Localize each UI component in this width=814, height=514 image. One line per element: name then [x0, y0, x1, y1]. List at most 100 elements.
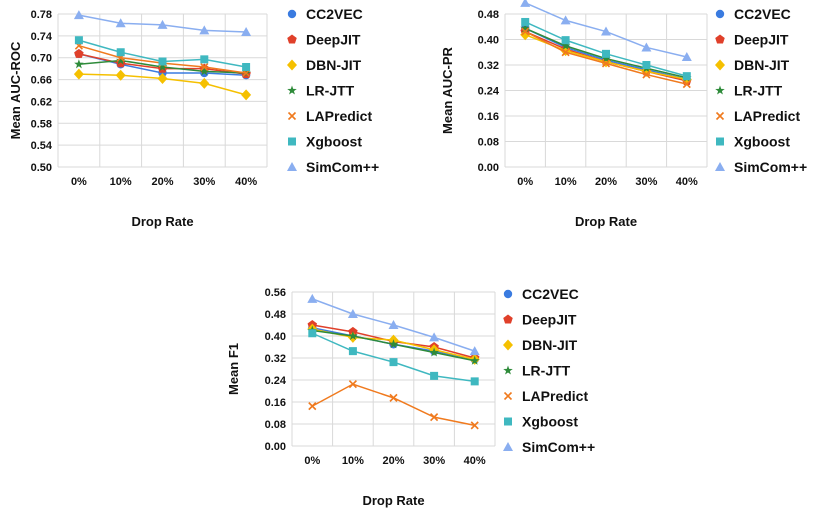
- legend-marker-deepjit: [715, 34, 725, 44]
- legend-marker-cc2vec: [715, 9, 725, 19]
- data-point: [388, 339, 399, 349]
- data-point: [242, 63, 251, 72]
- y-tick-label: 0.32: [478, 60, 499, 72]
- y-tick-label: 0.74: [31, 31, 53, 43]
- y-tick-label: 0.16: [478, 111, 499, 123]
- data-point: [199, 77, 210, 89]
- x-tick-label: 40%: [676, 176, 698, 188]
- series-line: [311, 383, 475, 427]
- x-tick-label: 30%: [423, 455, 445, 467]
- legend-marker-cc2vec: [287, 9, 297, 19]
- chart-2: 0.00 0.08 0.16 0.24 0.32 0.40 0.48 0% 10% 20% 30% 4…: [440, 0, 807, 229]
- data-point: [642, 70, 651, 79]
- data-point: [601, 26, 611, 36]
- data-point: [388, 320, 399, 329]
- data-point: [602, 49, 610, 58]
- data-point: [307, 293, 318, 303]
- data-point: [308, 402, 317, 411]
- data-point: [520, 0, 531, 7]
- y-tick-label: 0.78: [31, 9, 52, 21]
- y-tick-label: 0.00: [265, 441, 286, 453]
- legend-marker-lapredict: [287, 111, 297, 121]
- legend-marker-dbn-jit: [287, 59, 297, 71]
- data-point: [74, 36, 83, 45]
- series-simcom-: [520, 0, 692, 62]
- x-tick-label: 40%: [235, 176, 257, 188]
- y-axis-title: Mean F1: [226, 343, 241, 395]
- data-point: [116, 48, 125, 57]
- legend-label: LR-JTT: [522, 363, 571, 379]
- x-tick-label: 0%: [304, 455, 320, 467]
- data-point: [348, 331, 358, 341]
- x-tick-label: 0%: [71, 176, 87, 188]
- data-point: [199, 66, 210, 76]
- legend-label: Xgboost: [306, 134, 362, 150]
- data-point: [74, 48, 84, 58]
- data-point: [601, 59, 611, 68]
- y-axis-title: Mean AUC-ROC: [8, 41, 23, 139]
- chart-1: 0.50 0.54 0.58 0.62 0.66 0.70 0.74 0.78 0% 10% 20%…: [8, 6, 379, 229]
- data-point: [347, 309, 358, 318]
- legend-marker-simcom-: [715, 162, 725, 171]
- data-point: [158, 57, 167, 66]
- y-tick-label: 0.40: [478, 35, 499, 47]
- legend-marker-deepjit: [287, 34, 297, 44]
- data-point: [642, 61, 651, 69]
- legend: CC2VEC DeepJIT DBN-JIT LR-JTT LAPredict Xgboo…: [287, 6, 379, 175]
- data-point: [560, 15, 571, 25]
- legend-marker-dbn-jit: [503, 339, 513, 351]
- legend-marker-lr-jtt: [287, 85, 297, 95]
- data-point: [74, 59, 84, 69]
- data-point: [200, 62, 209, 72]
- x-tick-label: 20%: [382, 455, 404, 467]
- legend-marker-xgboost: [716, 137, 724, 146]
- data-point: [348, 347, 357, 356]
- y-tick-label: 0.48: [478, 9, 499, 21]
- series-dbn-jit: [73, 68, 252, 101]
- legend-marker-cc2vec: [503, 289, 513, 299]
- y-tick-label: 0.58: [31, 118, 52, 130]
- y-tick-label: 0.00: [478, 162, 499, 174]
- x-tick-label: 20%: [151, 176, 173, 188]
- data-point: [429, 347, 439, 357]
- series-simcom-: [73, 10, 252, 37]
- series-lapredict: [308, 380, 479, 430]
- legend-label: DeepJIT: [306, 32, 361, 48]
- data-point: [429, 332, 440, 342]
- data-point: [682, 72, 691, 81]
- data-point: [115, 18, 126, 28]
- data-point: [521, 17, 530, 26]
- y-tick-label: 0.24: [478, 86, 500, 98]
- legend-marker-lr-jtt: [715, 85, 725, 95]
- legend-label: DeepJIT: [522, 312, 577, 328]
- y-tick-label: 0.54: [31, 140, 53, 152]
- x-tick-label: 10%: [342, 455, 364, 467]
- series-simcom-: [307, 293, 480, 356]
- series-xgboost: [308, 329, 479, 386]
- data-point: [601, 53, 611, 63]
- data-point: [308, 329, 317, 338]
- x-tick-label: 10%: [555, 176, 577, 188]
- legend-label: LAPredict: [734, 108, 800, 124]
- x-tick-label: 0%: [517, 176, 533, 188]
- legend-marker-lapredict: [715, 111, 725, 121]
- legend-label: DBN-JIT: [522, 337, 578, 353]
- data-point: [682, 80, 691, 89]
- data-point: [469, 346, 480, 356]
- legend-label: CC2VEC: [522, 286, 579, 302]
- data-point: [469, 355, 480, 365]
- legend-label: LR-JTT: [734, 83, 783, 99]
- legend-label: LAPredict: [306, 108, 372, 124]
- legend-label: Xgboost: [734, 134, 790, 150]
- data-point: [348, 380, 357, 389]
- legend-label: SimCom++: [522, 439, 595, 455]
- legend-marker-xgboost: [288, 137, 296, 146]
- data-point: [470, 377, 479, 386]
- x-tick-label: 30%: [193, 176, 215, 188]
- y-axis-title: Mean AUC-PR: [440, 46, 455, 134]
- data-point: [157, 72, 168, 84]
- legend-label: DBN-JIT: [734, 57, 790, 73]
- x-tick-label: 10%: [110, 176, 132, 188]
- legend-marker-lapredict: [503, 391, 513, 401]
